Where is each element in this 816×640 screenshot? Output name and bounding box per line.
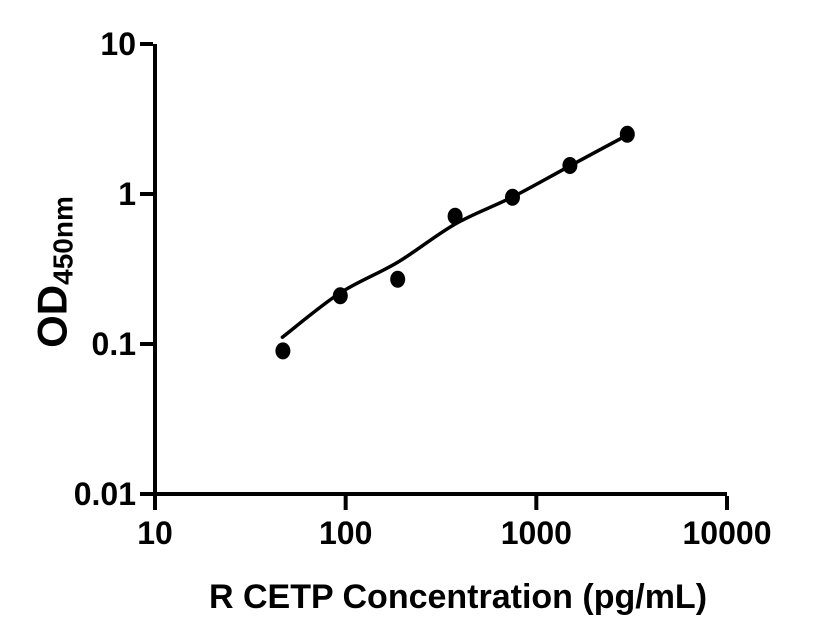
data-point-marker xyxy=(390,270,406,288)
y-axis-label-subscript: 450nm xyxy=(47,196,79,285)
x-tick-label: 10 xyxy=(137,515,173,551)
data-point-marker xyxy=(505,188,520,206)
data-point-marker xyxy=(562,157,578,174)
y-tick-label: 0.1 xyxy=(92,326,136,362)
x-tick-label: 1000 xyxy=(501,515,572,551)
y-tick-label: 10 xyxy=(100,26,136,62)
data-point-marker xyxy=(447,207,463,225)
data-points-layer xyxy=(275,125,635,360)
y-tick-label: 1 xyxy=(118,176,136,212)
y-tick-label: 0.01 xyxy=(74,476,136,512)
data-point-marker xyxy=(332,287,348,305)
data-point-marker xyxy=(619,125,635,143)
axes-layer xyxy=(140,42,729,510)
x-axis-title: R CETP Concentration (pg/mL) xyxy=(208,578,708,616)
x-tick-label: 10000 xyxy=(683,515,772,551)
x-tick-label: 100 xyxy=(319,515,372,551)
y-axis-label: OD450nm xyxy=(29,196,80,348)
axis-spine xyxy=(153,44,727,496)
data-point-marker xyxy=(275,342,291,360)
y-axis-label-main: OD xyxy=(28,284,76,348)
